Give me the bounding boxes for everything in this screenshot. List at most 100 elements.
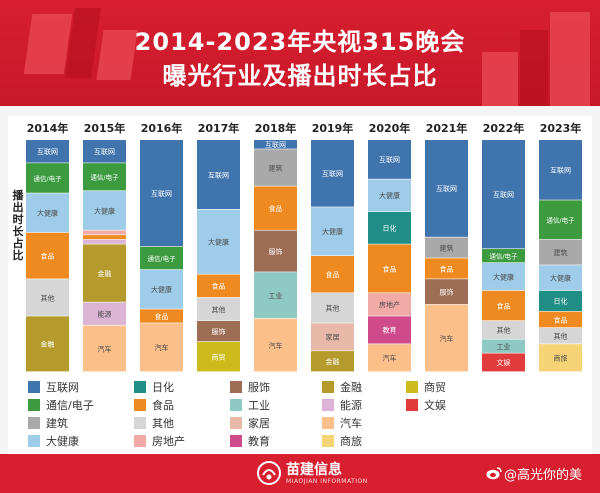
legend-label: 其他 [152, 417, 174, 430]
bar-segment [140, 269, 183, 309]
legend-item: 商贸 [406, 380, 446, 394]
bar-segment [311, 293, 354, 323]
legend-label: 通信/电子 [46, 399, 94, 412]
legend-item: 互联网 [28, 380, 79, 394]
bar-segment [368, 293, 411, 316]
legend-swatch [28, 417, 40, 429]
segment-label: 服饰 [440, 287, 454, 296]
bar-segment [83, 239, 126, 244]
legend-label: 房地产 [152, 435, 185, 448]
bar-segment [83, 140, 126, 163]
segment-label: 其他 [212, 305, 226, 314]
segment-label: 食品 [554, 315, 568, 324]
bar-segment [197, 320, 240, 342]
segment-label: 大健康 [37, 209, 58, 218]
segment-label: 通信/电子 [147, 254, 176, 263]
header-banner: 2014-2023年央视315晚会 曝光行业及播出时长占比 [0, 0, 600, 106]
legend-label: 建筑 [46, 417, 68, 430]
segment-label: 食品 [212, 282, 226, 291]
segment-label: 食品 [497, 301, 511, 310]
bar-segment [254, 318, 297, 372]
legend-swatch [322, 417, 334, 429]
legend-item: 汽车 [322, 416, 362, 430]
miaojian-logo-icon [257, 461, 281, 485]
segment-label: 服饰 [269, 247, 283, 256]
segment-label: 能源 [98, 310, 112, 319]
segment-label: 食品 [41, 252, 55, 261]
segment-label: 商贸 [212, 352, 226, 361]
bar-segment [254, 186, 297, 230]
segment-label: 大健康 [322, 227, 343, 236]
segment-label: 互联网 [265, 140, 286, 149]
bar-segment [368, 140, 411, 179]
bar-segment [83, 230, 126, 235]
bar-segment [368, 211, 411, 244]
bar-segment [425, 258, 468, 279]
bar-segment [254, 140, 297, 149]
segment-label: 建筑 [269, 163, 283, 172]
segment-label: 汽车 [155, 343, 169, 352]
bar-segment [311, 207, 354, 256]
legend-item: 文娱 [406, 398, 446, 412]
legend-item: 能源 [322, 398, 362, 412]
legend-swatch [406, 399, 418, 411]
segment-label: 通信/电子 [546, 216, 575, 225]
decor-shape [550, 12, 590, 106]
legend-label: 金融 [340, 381, 362, 394]
legend-item: 商旅 [322, 434, 362, 448]
brand-name-en: MIAOJIAN INFORMATION [286, 478, 368, 485]
bar-segment [311, 351, 354, 372]
legend-item: 建筑 [28, 416, 68, 430]
segment-label: 其他 [497, 326, 511, 335]
bar-segment [83, 235, 126, 240]
bar-segment [425, 279, 468, 305]
legend-swatch [322, 435, 334, 447]
x-tick-label: 2019年 [312, 121, 354, 135]
bar-segment [140, 323, 183, 372]
legend-label: 服饰 [248, 381, 270, 394]
legend-swatch [28, 435, 40, 447]
bar-segment [254, 230, 297, 272]
watermark-text: @高光你的美 [504, 468, 583, 483]
legend-swatch [230, 417, 242, 429]
legend-label: 汽车 [340, 417, 362, 430]
legend-label: 工业 [248, 399, 270, 412]
bar-segment [539, 344, 582, 372]
segment-label: 文娱 [497, 358, 511, 367]
segment-label: 大健康 [151, 285, 172, 294]
legend-swatch [134, 381, 146, 393]
legend-label: 食品 [152, 399, 174, 412]
segment-label: 工业 [269, 291, 283, 300]
segment-label: 互联网 [151, 189, 172, 198]
segment-label: 互联网 [37, 147, 58, 156]
segment-label: 通信/电子 [90, 173, 119, 182]
segment-label: 教育 [383, 326, 397, 335]
bar-segment [539, 290, 582, 312]
segment-label: 大健康 [94, 206, 115, 215]
legend-item: 工业 [230, 398, 270, 412]
bar-segment [83, 302, 126, 325]
segment-label: 汽车 [269, 341, 283, 350]
bar-segment [311, 323, 354, 351]
bar-segment [368, 244, 411, 293]
x-tick-label: 2017年 [198, 121, 240, 135]
segment-label: 通信/电子 [489, 252, 518, 261]
segment-label: 建筑 [554, 248, 568, 257]
bar-segment [26, 279, 69, 316]
legend-swatch [134, 399, 146, 411]
bar-segment [425, 237, 468, 258]
segment-label: 互联网 [550, 166, 571, 175]
bar-segment [140, 140, 183, 247]
legend-item: 教育 [230, 434, 270, 448]
bar-segment [425, 140, 468, 237]
x-tick-label: 2020年 [369, 121, 411, 135]
legend-swatch [406, 381, 418, 393]
bar-segment [311, 140, 354, 207]
